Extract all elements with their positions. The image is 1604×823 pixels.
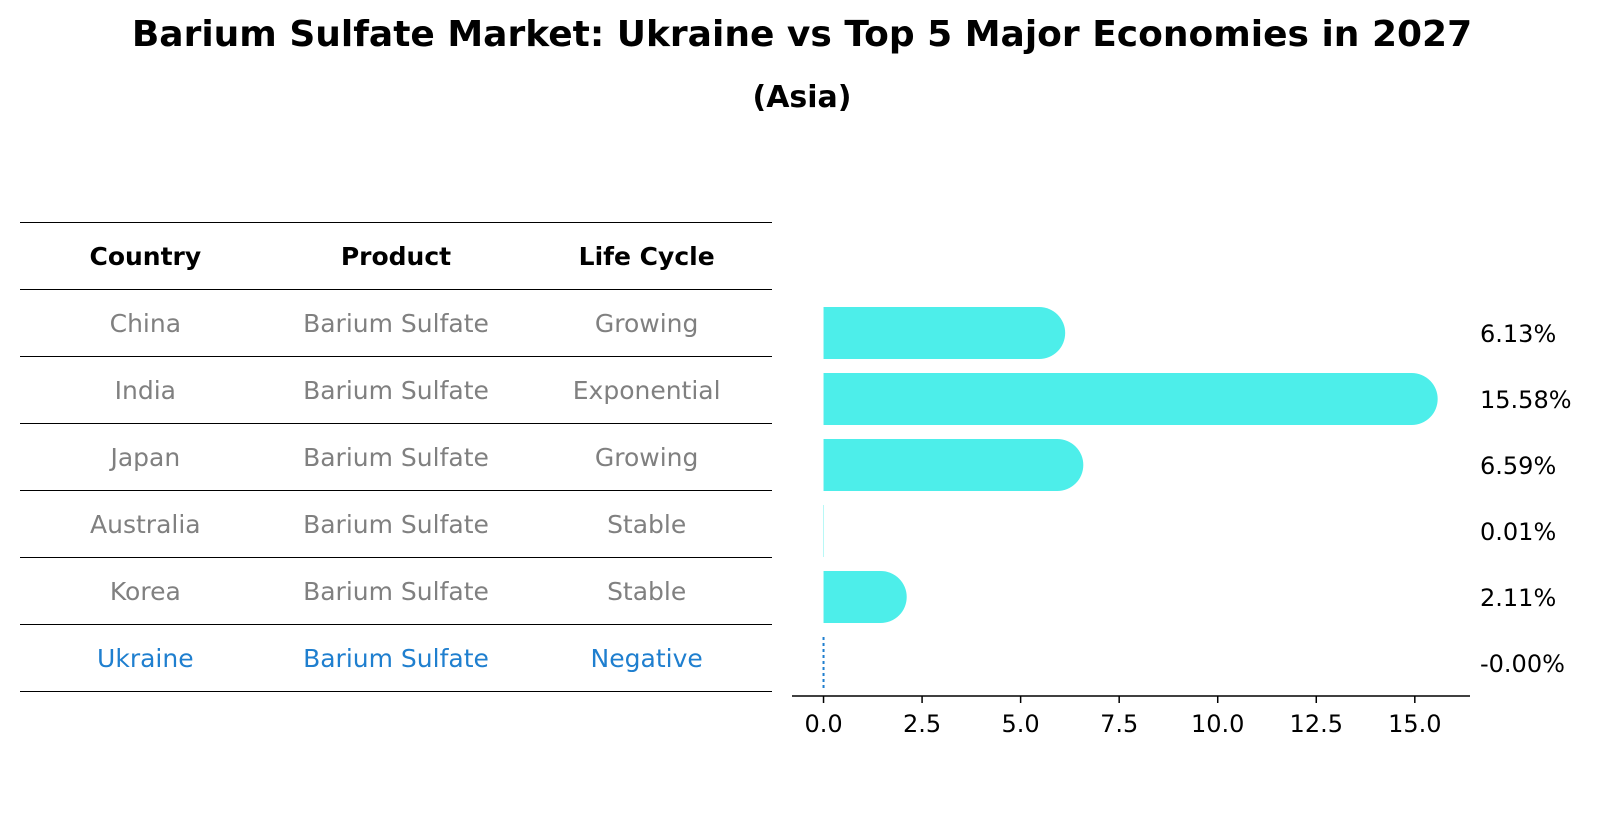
value-label: 6.59% xyxy=(1480,452,1556,480)
cell-country: India xyxy=(20,356,271,424)
cell-product: Barium Sulfate xyxy=(270,490,522,558)
cell-product: Barium Sulfate xyxy=(270,423,522,491)
header-life-cycle: Life Cycle xyxy=(521,222,772,290)
value-label: 0.01% xyxy=(1480,518,1556,546)
value-label: 6.13% xyxy=(1480,320,1556,348)
table-header-row: Country Product Life Cycle xyxy=(20,222,772,290)
header-country: Country xyxy=(20,222,271,290)
table-row: Australia Barium Sulfate Stable xyxy=(20,490,772,558)
bar-china xyxy=(823,307,1066,359)
cell-life-cycle: Stable xyxy=(521,557,772,625)
bar-korea xyxy=(823,571,907,623)
country-table: Country Product Life Cycle China Barium … xyxy=(20,222,772,692)
table-row: India Barium Sulfate Exponential xyxy=(20,356,772,424)
cell-country: Korea xyxy=(20,557,271,625)
x-tick-label: 7.5 xyxy=(1100,710,1138,738)
x-tick-label: 2.5 xyxy=(903,710,941,738)
x-tick-label: 0.0 xyxy=(804,710,842,738)
cell-product: Barium Sulfate xyxy=(270,289,522,357)
x-tick-label: 10.0 xyxy=(1191,710,1244,738)
cell-life-cycle: Negative xyxy=(521,624,772,692)
cell-country: China xyxy=(20,289,271,357)
table-row: Korea Barium Sulfate Stable xyxy=(20,557,772,625)
cell-country: Ukraine xyxy=(20,624,271,692)
chart-subtitle: (Asia) xyxy=(752,80,852,115)
chart-title: Barium Sulfate Market: Ukraine vs Top 5 … xyxy=(131,14,1473,55)
header-product: Product xyxy=(270,222,522,290)
value-label: -0.00% xyxy=(1480,650,1565,678)
cell-country: Australia xyxy=(20,490,271,558)
cell-life-cycle: Stable xyxy=(521,490,772,558)
cell-life-cycle: Exponential xyxy=(521,356,772,424)
cell-product: Barium Sulfate xyxy=(270,624,522,692)
bar-japan xyxy=(823,439,1084,491)
cell-country: Japan xyxy=(20,423,271,491)
cell-life-cycle: Growing xyxy=(521,289,772,357)
table-row: China Barium Sulfate Growing xyxy=(20,289,772,357)
table-row: Japan Barium Sulfate Growing xyxy=(20,423,772,491)
cell-life-cycle: Growing xyxy=(521,423,772,491)
cell-product: Barium Sulfate xyxy=(270,356,522,424)
cell-product: Barium Sulfate xyxy=(270,557,522,625)
table-row-highlight: Ukraine Barium Sulfate Negative xyxy=(20,624,772,692)
value-label: 15.58% xyxy=(1480,386,1572,414)
x-tick-label: 5.0 xyxy=(1002,710,1040,738)
value-label: 2.11% xyxy=(1480,584,1556,612)
bar-india xyxy=(823,373,1438,425)
x-tick-label: 12.5 xyxy=(1290,710,1343,738)
x-tick-label: 15.0 xyxy=(1388,710,1441,738)
